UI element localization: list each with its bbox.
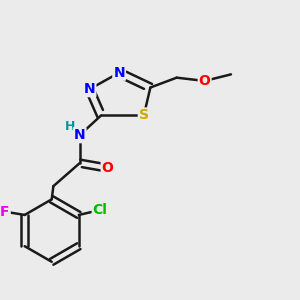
Text: N: N <box>113 66 125 80</box>
Text: F: F <box>0 205 10 219</box>
Text: H: H <box>65 121 76 134</box>
Text: Cl: Cl <box>93 203 108 217</box>
Text: N: N <box>84 82 95 96</box>
Text: N: N <box>74 128 85 142</box>
Text: O: O <box>199 74 211 88</box>
Text: S: S <box>139 109 149 122</box>
Text: O: O <box>102 161 114 175</box>
